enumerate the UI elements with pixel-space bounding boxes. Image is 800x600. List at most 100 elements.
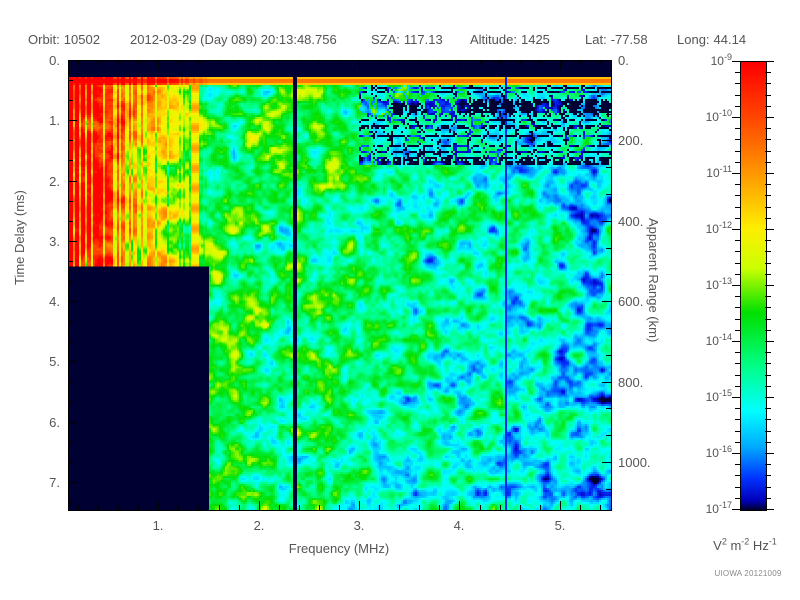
x-minor-tick bbox=[580, 505, 581, 510]
x-minor-tick bbox=[540, 505, 541, 510]
colorbar-minor-tick bbox=[765, 363, 771, 364]
colorbar-minor-tick bbox=[765, 162, 771, 163]
x-minor-tick bbox=[480, 505, 481, 510]
x-minor-tick-top bbox=[419, 60, 420, 65]
header-field-value: 44.14 bbox=[713, 32, 747, 47]
x-major-tick-top bbox=[359, 60, 360, 69]
y-axis-right-title: Apparent Range (km) bbox=[646, 218, 661, 343]
y-left-minor-tick bbox=[68, 442, 73, 443]
colorbar-tick-label: 10-17 bbox=[705, 500, 732, 516]
x-minor-tick bbox=[279, 505, 280, 510]
colorbar-minor-tick bbox=[735, 498, 741, 499]
colorbar-minor-tick bbox=[765, 151, 771, 152]
y-left-minor-tick bbox=[68, 261, 73, 262]
y-left-minor-tick bbox=[68, 281, 73, 282]
y-left-minor-tick bbox=[68, 160, 73, 161]
x-minor-tick-top bbox=[580, 60, 581, 65]
y-right-minor-tick bbox=[606, 194, 611, 195]
x-minor-tick-top bbox=[78, 60, 79, 65]
radargram-heatmap bbox=[69, 61, 611, 510]
y-left-tick-label: 6. bbox=[49, 415, 60, 430]
y-right-minor-tick bbox=[606, 114, 611, 115]
x-major-tick bbox=[158, 501, 159, 510]
colorbar-minor-tick bbox=[735, 139, 741, 140]
colorbar-minor-tick bbox=[735, 363, 741, 364]
y-right-minor-tick bbox=[606, 408, 611, 409]
colorbar-minor-tick bbox=[765, 475, 771, 476]
colorbar-tick-label: 10-12 bbox=[705, 220, 732, 236]
header-field-value: 2012-03-29 (Day 089) 20:13:48.756 bbox=[130, 32, 337, 47]
colorbar-minor-tick bbox=[735, 307, 741, 308]
x-minor-tick bbox=[439, 505, 440, 510]
colorbar-minor-tick bbox=[765, 442, 771, 443]
header-field-3: Altitude: 1425 bbox=[470, 30, 550, 50]
colorbar-tick-label: 10-15 bbox=[705, 388, 732, 404]
y-left-tick-label: 5. bbox=[49, 354, 60, 369]
x-major-tick bbox=[359, 501, 360, 510]
y-right-minor-tick bbox=[606, 274, 611, 275]
y-right-major-tick bbox=[602, 221, 611, 222]
colorbar-minor-tick bbox=[765, 296, 771, 297]
colorbar-unit-label: V2 m-2 Hz-1 bbox=[713, 536, 777, 553]
x-minor-tick-top bbox=[500, 60, 501, 65]
header-field-0: Orbit: 10502 bbox=[28, 30, 100, 50]
colorbar-minor-tick bbox=[735, 296, 741, 297]
colorbar-major-tick bbox=[765, 173, 774, 174]
header-field-value: 1425 bbox=[520, 32, 550, 47]
colorbar-minor-tick bbox=[765, 464, 771, 465]
y-left-minor-tick bbox=[68, 140, 73, 141]
y-left-major-tick bbox=[68, 422, 77, 423]
header-field-label: Long: bbox=[677, 32, 710, 47]
radargram-plot-frame bbox=[68, 60, 612, 511]
colorbar-major-tick bbox=[765, 285, 774, 286]
colorbar-major-tick bbox=[765, 397, 774, 398]
y-left-minor-tick bbox=[68, 80, 73, 81]
y-left-major-tick bbox=[68, 181, 77, 182]
x-major-tick bbox=[259, 501, 260, 510]
colorbar-minor-tick bbox=[735, 330, 741, 331]
colorbar-minor-tick bbox=[765, 218, 771, 219]
y-right-minor-tick bbox=[606, 328, 611, 329]
y-right-minor-tick bbox=[606, 355, 611, 356]
x-minor-tick-top bbox=[198, 60, 199, 65]
colorbar-minor-tick bbox=[765, 319, 771, 320]
y-axis-left-title: Time Delay (ms) bbox=[12, 190, 27, 285]
y-right-minor-tick bbox=[606, 435, 611, 436]
y-left-tick-label: 4. bbox=[49, 294, 60, 309]
x-minor-tick-top bbox=[319, 60, 320, 65]
credit-label: UIOWA 20121009 bbox=[714, 569, 782, 578]
x-major-tick-top bbox=[459, 60, 460, 69]
colorbar-major-tick bbox=[732, 117, 741, 118]
header-field-label: Lat: bbox=[585, 32, 607, 47]
header-field-1: 2012-03-29 (Day 089) 20:13:48.756 bbox=[130, 30, 337, 50]
colorbar-minor-tick bbox=[765, 195, 771, 196]
colorbar-minor-tick bbox=[765, 128, 771, 129]
colorbar-minor-tick bbox=[735, 442, 741, 443]
x-minor-tick bbox=[178, 505, 179, 510]
colorbar-minor-tick bbox=[765, 106, 771, 107]
y-right-tick-label: 600. bbox=[618, 294, 644, 309]
colorbar-major-tick bbox=[765, 229, 774, 230]
y-right-major-tick bbox=[602, 60, 611, 61]
y-right-tick-label: 200. bbox=[618, 133, 644, 148]
y-left-major-tick bbox=[68, 482, 77, 483]
colorbar-major-tick bbox=[765, 61, 774, 62]
y-left-minor-tick bbox=[68, 462, 73, 463]
header-field-5: Long: 44.14 bbox=[677, 30, 746, 50]
colorbar-minor-tick bbox=[765, 207, 771, 208]
x-minor-tick-top bbox=[279, 60, 280, 65]
x-major-tick-top bbox=[259, 60, 260, 69]
header-metadata-bar: Orbit: 10502 2012-03-29 (Day 089) 20:13:48… bbox=[0, 30, 800, 50]
x-minor-tick-top bbox=[219, 60, 220, 65]
x-major-tick-top bbox=[560, 60, 561, 69]
x-minor-tick bbox=[339, 505, 340, 510]
x-minor-tick bbox=[399, 505, 400, 510]
colorbar-minor-tick bbox=[765, 184, 771, 185]
y-left-major-tick bbox=[68, 361, 77, 362]
colorbar-gradient bbox=[741, 62, 766, 510]
header-field-label: Orbit: bbox=[28, 32, 60, 47]
colorbar-minor-tick bbox=[735, 106, 741, 107]
x-axis-title: Frequency (MHz) bbox=[288, 541, 390, 556]
x-minor-tick bbox=[419, 505, 420, 510]
header-field-value: -77.58 bbox=[610, 32, 648, 47]
